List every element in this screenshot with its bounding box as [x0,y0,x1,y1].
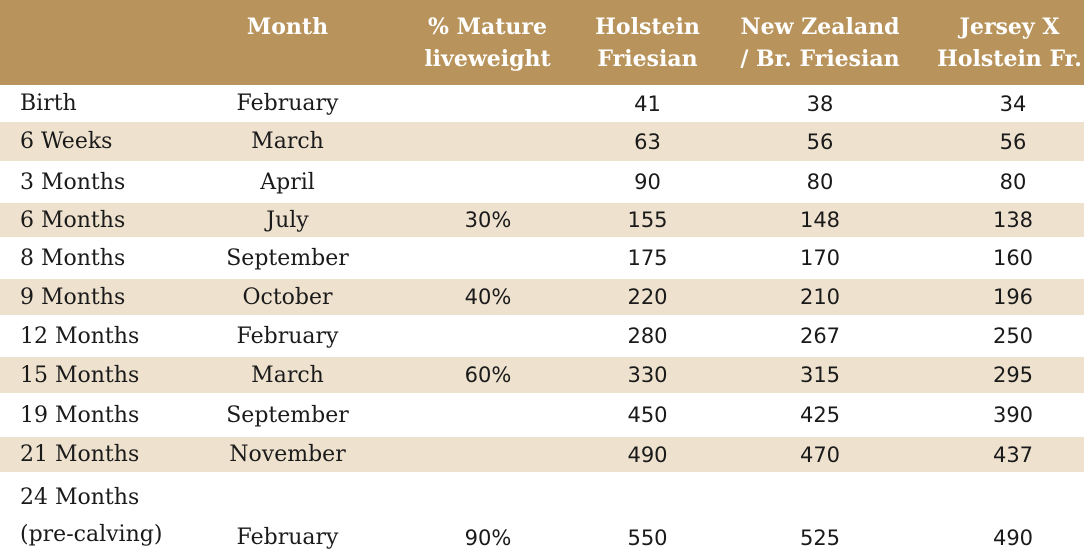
jersey-cell: 56 [999,129,1027,154]
header-month: Month [210,11,365,43]
pct-cell [418,393,558,437]
stage-cell: 8 Months [20,245,126,271]
nz-cell: 38 [806,91,834,116]
header-holstein-friesian: Holstein Friesian [575,11,720,75]
nz-cell: 210 [799,285,841,309]
header-new-zealand-friesian: New Zealand / Br. Friesian [735,11,905,75]
stage-line1: 24 Months [20,485,140,510]
jersey-cell: 250 [992,324,1034,348]
table-row: 24 Months (pre-calving) February 90% 550… [0,472,1084,560]
jersey-cell: 34 [999,91,1027,116]
pct-cell: 40% [464,285,512,309]
header-jx-line2: Holstein Fr. [937,46,1082,72]
nz-cell: 470 [799,442,841,467]
holstein-cell: 220 [627,285,668,309]
jersey-cell: 160 [992,246,1034,270]
table-row: 6 Months July 30% 155 148 138 [0,203,1084,237]
jersey-cell: 295 [992,363,1034,387]
nz-cell: 80 [806,170,834,194]
stage-cell: 15 Months [20,362,140,388]
jersey-cell: 138 [992,208,1034,232]
header-nz-line2: / Br. Friesian [740,46,900,72]
pct-cell [418,237,558,279]
holstein-cell: 155 [627,208,668,232]
month-cell: February [236,323,339,349]
month-cell: September [226,245,349,271]
table-row: 21 Months November 490 470 437 [0,437,1084,472]
stage-cell: 24 Months (pre-calving) [20,472,162,560]
pct-cell [418,315,558,357]
table-row: 6 Weeks March 63 56 56 [0,122,1084,161]
jersey-cell: 490 [992,526,1034,550]
jersey-cell: 196 [992,285,1034,309]
holstein-cell: 90 [634,170,661,194]
nz-cell: 267 [799,324,841,348]
month-cell: February [236,91,339,116]
table-row: Birth February 41 38 34 [0,85,1084,122]
header-jx-line1: Jersey X [959,14,1060,40]
header-jersey-x-holstein: Jersey X Holstein Fr. [935,11,1084,75]
stage-cell: 12 Months [20,323,140,349]
nz-cell: 525 [799,526,841,550]
holstein-cell: 63 [634,129,661,154]
month-cell: February [236,525,339,550]
table-row: 8 Months September 175 170 160 [0,237,1084,279]
stage-cell: 6 Months [20,207,126,233]
table-row: 3 Months April 90 80 80 [0,161,1084,203]
nz-cell: 315 [799,363,841,387]
nz-cell: 170 [799,246,841,270]
stage-cell: 6 Weeks [20,129,113,154]
pct-cell [418,161,558,203]
month-cell: July [266,207,309,233]
table-row: 19 Months September 450 425 390 [0,393,1084,437]
header-pct-line2: liveweight [424,46,551,72]
month-cell: November [229,442,346,467]
header-hf-line1: Holstein [595,14,700,40]
header-hf-line2: Friesian [597,46,698,72]
stage-cell: 21 Months [20,442,140,467]
month-cell: September [226,402,349,428]
stage-cell: Birth [20,91,77,116]
pct-cell [418,122,558,161]
table-header: Month % Mature liveweight Holstein Fries… [0,0,1084,85]
pct-cell [418,85,558,122]
holstein-cell: 175 [627,246,668,270]
table-row: 9 Months October 40% 220 210 196 [0,279,1084,315]
holstein-cell: 450 [627,403,668,427]
nz-cell: 56 [806,129,834,154]
pct-cell: 30% [464,208,512,232]
month-cell: April [260,169,315,195]
stage-cell: 19 Months [20,402,140,428]
nz-cell: 148 [799,208,841,232]
header-month-line1: Month [246,14,329,40]
month-cell: October [242,284,333,310]
stage-line2: (pre-calving) [20,522,163,547]
header-pct-line1: % Mature [428,14,547,40]
month-cell: March [251,362,324,388]
jersey-cell: 80 [999,170,1027,194]
month-cell: March [251,129,324,154]
holstein-cell: 330 [627,363,668,387]
nz-cell: 425 [799,403,841,427]
stage-cell: 3 Months [20,169,126,195]
pct-cell: 90% [464,526,512,550]
holstein-cell: 490 [627,442,668,467]
stage-cell: 9 Months [20,284,126,310]
holstein-cell: 280 [627,324,668,348]
table-row: 15 Months March 60% 330 315 295 [0,357,1084,393]
header-mature-liveweight: % Mature liveweight [405,11,570,75]
jersey-cell: 390 [992,403,1034,427]
header-nz-line1: New Zealand [740,14,900,40]
pct-cell: 60% [464,363,512,387]
pct-cell [418,437,558,472]
jersey-cell: 437 [992,442,1034,467]
holstein-cell: 550 [627,526,668,550]
table-row: 12 Months February 280 267 250 [0,315,1084,357]
holstein-cell: 41 [634,91,661,116]
